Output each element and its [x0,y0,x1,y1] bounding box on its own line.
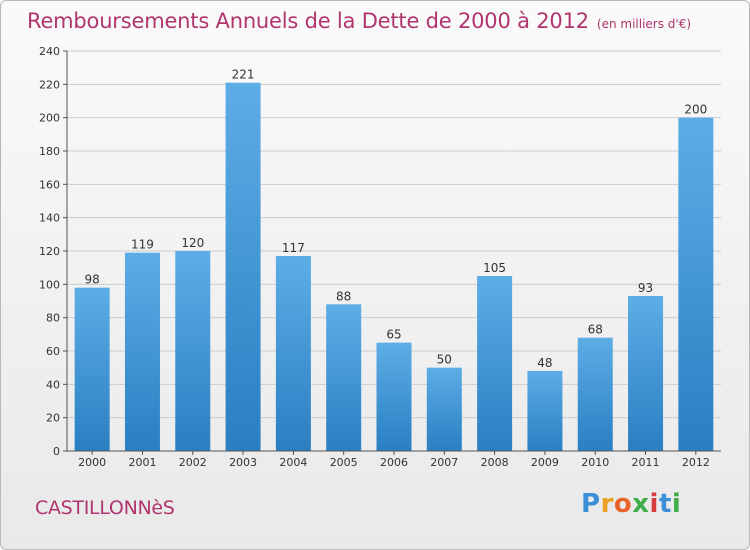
x-tick-label: 2009 [531,456,559,469]
bar-value-label: 88 [336,289,351,303]
x-tick-label: 2008 [481,456,509,469]
x-tick-label: 2003 [229,456,257,469]
y-tick-label: 240 [39,45,60,58]
y-tick-label: 200 [39,112,60,125]
logo-letter: r [600,489,614,519]
logo-letter: i [649,489,659,519]
bar-2008 [477,276,513,451]
bar-value-label: 65 [386,328,401,342]
bar-2005 [326,304,362,451]
logo-letter: t [658,489,672,519]
bar-2012 [678,117,714,452]
x-tick-label: 2012 [682,456,710,469]
x-tick-label: 2007 [430,456,458,469]
chart-title-text: Remboursements Annuels de la Dette de 20… [27,9,589,33]
bar-2007 [426,367,462,451]
bar-value-label: 119 [131,238,154,252]
y-tick-label: 180 [39,145,60,158]
bar-value-label: 221 [232,68,255,82]
bar-2009 [527,371,563,451]
bar-2004 [275,256,311,451]
bar-2011 [628,296,664,451]
logo-letter: i [671,489,682,519]
chart-subtitle: (en milliers d'€) [596,17,692,31]
y-tick-label: 160 [39,178,60,191]
bar-2001 [124,252,160,451]
x-tick-label: 2010 [581,456,609,469]
bar-2000 [74,287,110,451]
bars-layer: 98 119 120 221 117 88 65 50 105 48 68 93 200 [74,68,714,452]
y-tick-label: 120 [39,245,60,258]
bar-2006 [376,342,412,451]
y-tick-label: 80 [46,312,60,325]
bar-value-label: 68 [588,323,603,337]
y-tick-label: 20 [46,412,60,425]
x-tick-label: 2004 [279,456,307,469]
bar-value-label: 120 [181,236,204,250]
y-tick-label: 100 [39,278,60,291]
bar-2003 [225,82,261,452]
x-tick-label: 2000 [78,456,106,469]
y-tick-label: 0 [53,445,60,458]
logo-letter: P [581,489,601,519]
y-tick-label: 140 [39,212,60,225]
x-tick-label: 2011 [632,456,660,469]
y-tick-label: 40 [46,378,60,391]
commune-name: CASTILLONNèS [35,497,175,519]
x-tick-label: 2002 [179,456,207,469]
proxiti-logo: Proxiti [581,489,681,519]
x-tick-label: 2006 [380,456,408,469]
logo-letter: x [632,489,650,519]
bar-value-label: 93 [638,281,653,295]
x-tick-label: 2005 [330,456,358,469]
bar-value-label: 48 [537,356,552,370]
bar-value-label: 98 [85,273,100,287]
bar-value-label: 105 [483,261,506,275]
axis-layer: 0 20 40 60 80 100 120 140 160 180 200 220 240 2000 200… [39,45,721,469]
y-tick-label: 60 [46,345,60,358]
bar-2010 [577,337,613,451]
chart-title: Remboursements Annuels de la Dette de 20… [27,9,691,33]
y-tick-label: 220 [39,78,60,91]
bar-2002 [175,251,211,451]
bar-value-label: 117 [282,241,305,255]
logo-letter: o [613,489,633,519]
bar-value-label: 200 [684,103,707,117]
x-tick-label: 2001 [128,456,156,469]
bar-value-label: 50 [437,353,452,367]
